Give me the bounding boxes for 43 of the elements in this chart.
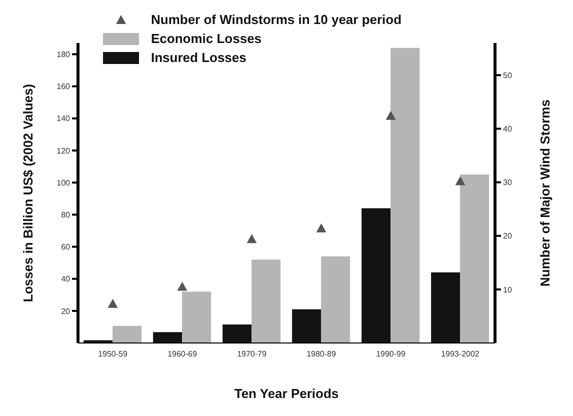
y-tick-label: 80 — [61, 210, 71, 220]
bar — [431, 272, 460, 343]
y-tick-label: 160 — [56, 82, 71, 92]
bar — [252, 260, 281, 343]
bar — [390, 48, 420, 343]
x-axis-title: Ten Year Periods — [234, 386, 339, 401]
x-tick-label: 1950-59 — [98, 350, 128, 359]
y-tick-label: 180 — [56, 50, 71, 60]
bar — [292, 309, 322, 343]
y2-tick-label: 50 — [503, 70, 512, 80]
x-tick-label: 1990-99 — [376, 350, 406, 359]
point — [177, 282, 188, 291]
y2-tick-label: 40 — [503, 124, 512, 134]
bar — [362, 208, 391, 343]
point — [108, 298, 118, 308]
y-tick-label: 20 — [61, 306, 71, 316]
x-tick-label: 1993-2002 — [441, 350, 480, 359]
x-tick-label: 1970-79 — [237, 350, 267, 359]
point — [386, 110, 396, 120]
y-tick-label: 40 — [61, 274, 71, 284]
x-tick-label: 1960-69 — [168, 350, 198, 359]
bar — [153, 332, 182, 343]
y2-tick-label: 10 — [503, 285, 512, 294]
point — [246, 234, 257, 244]
bar — [460, 174, 490, 343]
y-axis-title: Losses in Billion US$ (2002 Values) — [20, 84, 36, 302]
y-tick-label: 140 — [56, 114, 71, 124]
y-tick-label: 100 — [56, 178, 71, 188]
y2-tick-label: 20 — [503, 232, 512, 241]
y-tick-label: 60 — [61, 242, 71, 252]
y2-tick-label: 30 — [503, 178, 512, 188]
legend-label: Economic Losses — [151, 31, 262, 46]
bar — [222, 324, 252, 343]
bar — [182, 292, 212, 343]
point — [455, 176, 466, 186]
point — [316, 223, 326, 232]
bar — [112, 326, 142, 343]
bar — [321, 256, 350, 343]
x-tick-label: 1980-89 — [306, 350, 336, 359]
y-tick-label: 120 — [56, 146, 71, 156]
legend-label: Number of Windstorms in 10 year period — [151, 12, 402, 27]
y2-axis-title: Number of Major Wind Storms — [538, 100, 553, 286]
legend-label: Insured Losses — [151, 50, 246, 65]
